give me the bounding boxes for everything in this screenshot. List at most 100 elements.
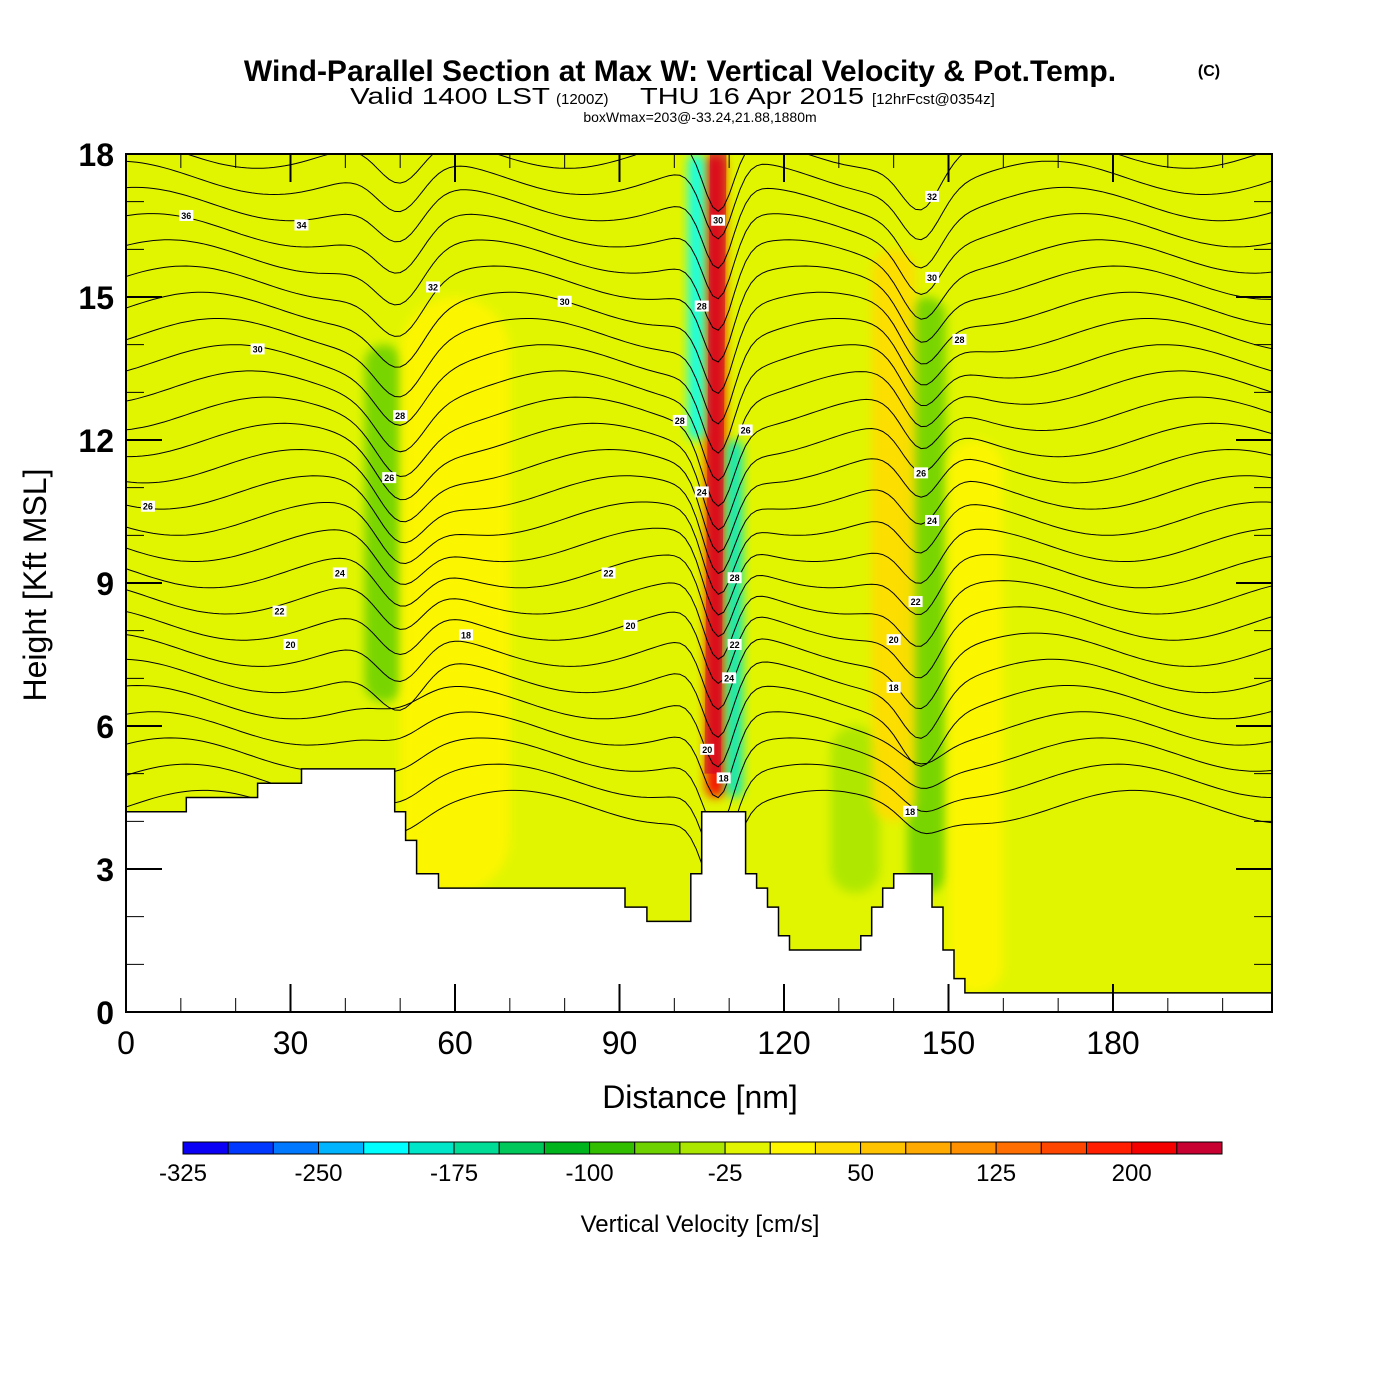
contour-label-text: 20 xyxy=(889,635,899,645)
contour-label: 20 xyxy=(700,743,715,755)
x-tick-label: 150 xyxy=(922,1025,975,1061)
theta-contour-line xyxy=(126,160,1272,241)
contour-label-text: 18 xyxy=(889,683,899,693)
contour-label: 20 xyxy=(283,638,298,650)
contour-label-bg xyxy=(672,414,687,426)
colorbar-swatch xyxy=(182,1141,229,1155)
contour-label-text: 32 xyxy=(428,282,438,292)
colorbar-swatch xyxy=(679,1141,726,1155)
theta-contour-line xyxy=(126,422,1272,531)
colorbar xyxy=(182,1141,1223,1155)
x-tick-label: 120 xyxy=(757,1025,810,1061)
colorbar-tick-label: -25 xyxy=(708,1160,743,1187)
colorbar-swatch xyxy=(589,1141,636,1155)
terrain xyxy=(126,768,1272,1012)
subtitle: Valid 1400 LST (1200Z) THU 16 Apr 2015 [… xyxy=(350,83,995,109)
contour-label-text: 26 xyxy=(741,425,751,435)
colorbar-swatch xyxy=(995,1141,1042,1155)
contour-label-bg xyxy=(294,219,309,231)
colorbar-swatch xyxy=(318,1141,365,1155)
contour-label: 22 xyxy=(908,596,923,608)
contour-label: 32 xyxy=(925,190,940,202)
contour-label-bg xyxy=(727,638,742,650)
chart-title: Wind-Parallel Section at Max W: Vertical… xyxy=(244,55,1116,88)
contour-label: 20 xyxy=(886,634,901,646)
contour-label-bg xyxy=(694,300,709,312)
theta-contour-line xyxy=(126,344,1272,454)
x-tick-label: 30 xyxy=(273,1025,309,1061)
colorbar-swatch xyxy=(272,1141,320,1155)
colorbar-swatch xyxy=(860,1141,907,1155)
colorbar-swatch xyxy=(1040,1141,1087,1155)
contour-label: 30 xyxy=(250,343,265,355)
contour-label-bg xyxy=(557,295,572,307)
contour-label-text: 20 xyxy=(702,745,712,755)
contour-label: 18 xyxy=(886,681,901,693)
contour-label-text: 22 xyxy=(604,568,614,578)
contour-label-text: 22 xyxy=(911,597,921,607)
y-tick-label: 12 xyxy=(78,423,114,459)
contour-label-text: 22 xyxy=(275,607,285,617)
x-tick-label: 60 xyxy=(437,1025,473,1061)
colorbar-label: Vertical Velocity [cm/s] xyxy=(581,1211,820,1238)
theta-contour-line xyxy=(126,370,1272,482)
contour-label-bg xyxy=(903,805,918,817)
contour-label-text: 24 xyxy=(927,516,937,526)
y-tick-label: 15 xyxy=(78,280,114,316)
theta-contour-line xyxy=(126,186,1272,269)
contour-label-bg xyxy=(914,467,929,479)
contour-label: 34 xyxy=(294,219,309,231)
contour-label-text: 28 xyxy=(697,302,707,312)
contour-label-text: 26 xyxy=(143,502,153,512)
colorbar-swatch xyxy=(363,1141,410,1155)
colorbar-ticks: -325 -250 -175 -100 -25 50 125 200 xyxy=(159,1160,1152,1187)
velocity-feature-weak-down xyxy=(364,344,403,703)
colorbar-swatch xyxy=(227,1141,274,1155)
contour-label: 24 xyxy=(925,515,940,527)
contour-label-bg xyxy=(283,638,298,650)
theta-contour-line xyxy=(126,239,1272,331)
y-tick-label: 6 xyxy=(96,709,114,745)
contour-label: 28 xyxy=(952,333,967,345)
colorbar-swatch xyxy=(543,1141,591,1155)
contour-label-bg xyxy=(140,500,155,512)
x-tick-label: 180 xyxy=(1086,1025,1139,1061)
x-tick-label: 0 xyxy=(117,1025,135,1061)
theta-contour-line xyxy=(126,527,1272,616)
contour-label-text: 22 xyxy=(730,640,740,650)
colorbar-tick-label: 125 xyxy=(976,1160,1016,1187)
contour-label: 26 xyxy=(914,467,929,479)
theta-contour-line xyxy=(126,291,1272,395)
colorbar-swatch xyxy=(1131,1141,1178,1155)
velocity-feature-weak-down xyxy=(830,726,880,893)
contour-label-text: 20 xyxy=(285,640,295,650)
contour-label: 18 xyxy=(458,629,473,641)
contour-label-text: 30 xyxy=(253,344,263,354)
theta-contour-line xyxy=(126,658,1272,739)
theta-contour-line xyxy=(126,554,1272,638)
contour-label-text: 36 xyxy=(181,211,191,221)
contour-label-text: 18 xyxy=(905,807,915,817)
y-tick-label: 3 xyxy=(96,852,114,888)
colorbar-swatch xyxy=(498,1141,545,1155)
contour-label-bg xyxy=(700,743,715,755)
colorbar-swatch xyxy=(1176,1141,1223,1155)
contour-label-bg xyxy=(925,271,940,283)
contour-label-bg xyxy=(925,190,940,202)
contour-label-bg xyxy=(601,567,616,579)
contour-label: 22 xyxy=(727,638,742,650)
contour-label: 22 xyxy=(272,605,287,617)
contour-label: 18 xyxy=(903,805,918,817)
contour-label: 28 xyxy=(393,410,408,422)
plot-area: 36 34 32 30 30 28 26 26 24 22 20 18 22 20 28 28 30 24 26 28… xyxy=(126,154,1272,1012)
colorbar-swatch xyxy=(905,1141,952,1155)
colorbar-swatch xyxy=(1085,1141,1133,1155)
contour-label-bg xyxy=(952,333,967,345)
theta-contour-line xyxy=(126,448,1272,553)
contour-label-bg xyxy=(426,281,441,293)
contour-label-bg xyxy=(179,209,194,221)
theta-contour-line xyxy=(126,501,1272,595)
subtitle-valid: Valid 1400 LST xyxy=(350,83,550,109)
